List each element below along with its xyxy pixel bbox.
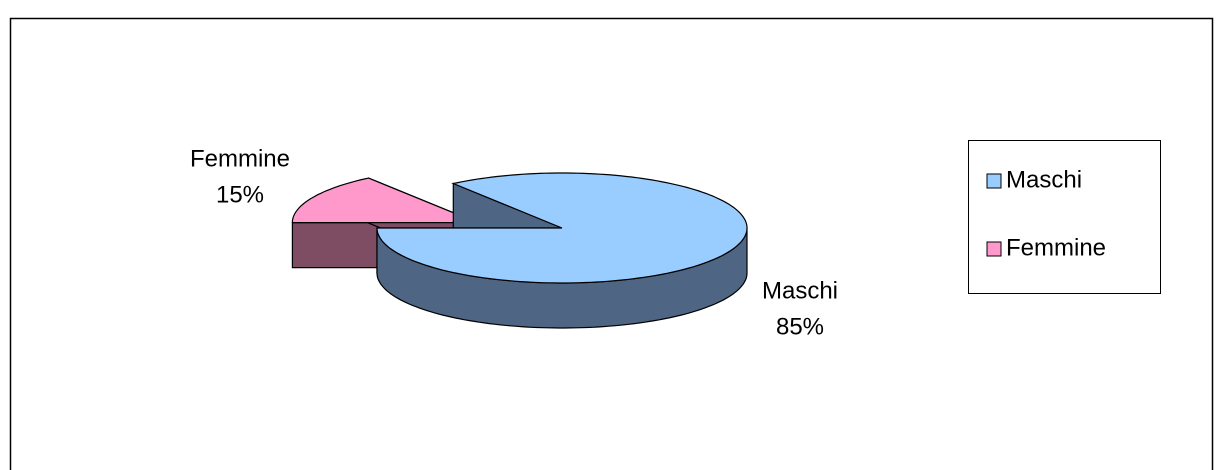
legend-label: Maschi — [1006, 166, 1082, 193]
legend-box — [968, 140, 1161, 294]
slice — [291, 177, 478, 224]
legend-swatch — [986, 173, 1002, 189]
slice-label: Femmine — [190, 145, 290, 172]
slice-value-label: 15% — [216, 181, 264, 208]
legend-label: Femmine — [1006, 234, 1106, 261]
slice — [376, 172, 748, 284]
legend-swatch — [986, 241, 1002, 257]
slice-label: Maschi — [762, 277, 838, 304]
slice-value-label: 85% — [776, 313, 824, 340]
